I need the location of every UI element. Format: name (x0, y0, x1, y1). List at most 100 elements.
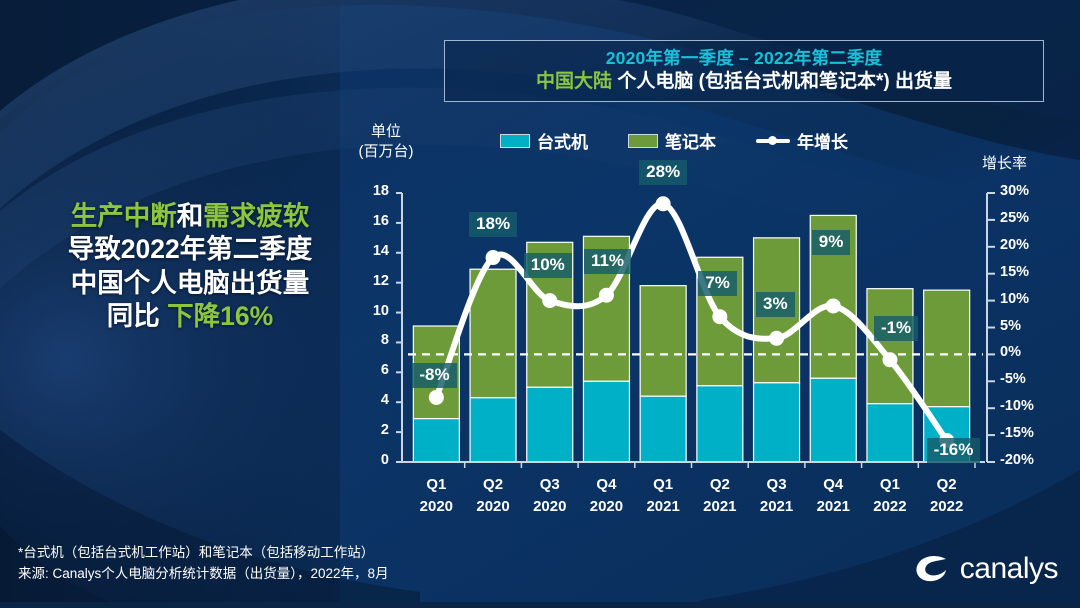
bar-desktop (526, 386, 574, 463)
x-axis-tick-label: Q2 2021 (703, 476, 737, 515)
legend-line-growth-icon (756, 134, 790, 148)
chart-legend: 台式机 笔记本 年增长 (500, 128, 848, 153)
x-axis-tick-label: Q4 2021 (816, 476, 850, 515)
bar-desktop (639, 395, 687, 463)
legend-item-desktop[interactable]: 台式机 (500, 128, 588, 153)
growth-value-label: 18% (469, 211, 518, 237)
axis-lines (396, 192, 995, 468)
bar-desktop (412, 418, 460, 463)
legend-swatch-notebook-icon (628, 133, 658, 148)
y-axis-tick: 2 (380, 422, 389, 439)
headline-line4-prefix: 同比 (106, 301, 168, 332)
x-axis-tick-label: Q3 2020 (533, 476, 567, 515)
bar-desktop (469, 397, 517, 463)
x-axis-tick-label: Q1 2022 (873, 476, 907, 515)
growth-value-label: 10% (523, 252, 572, 278)
bar-desktop (696, 385, 744, 463)
chart-title-line2: 中国大陆 个人电脑 (包括台式机和笔记本*) 出货量 (536, 70, 952, 95)
y2-axis-tick: -20% (1000, 452, 1034, 468)
y-axis-tick: 8 (380, 332, 389, 349)
legend-label-desktop: 台式机 (537, 133, 588, 152)
y-axis-unit-line2: (百万台) (358, 143, 414, 161)
footnote-line2: 来源: Canalys个人电脑分析统计数据（出货量），2022年，8月 (18, 565, 389, 581)
growth-line-marker (712, 309, 728, 325)
bar-desktop (866, 403, 914, 463)
growth-line-marker (882, 352, 898, 368)
x-axis-tick-label: Q2 2022 (929, 476, 964, 515)
y2-axis-tick: 5% (1000, 317, 1021, 334)
growth-line-path (433, 200, 950, 444)
headline-seg2: 和 (176, 201, 204, 231)
y2-axis-tick: 15% (1000, 263, 1030, 280)
x-axis-tick-label: Q4 2020 (589, 476, 624, 515)
y2-axis-tick: -15% (1000, 425, 1034, 442)
bar-desktop (809, 377, 857, 463)
canalys-mark-icon (916, 556, 946, 582)
bar-desktop (582, 380, 631, 463)
chart-title-box: 2020年第一季度 – 2022年第二季度 中国大陆 个人电脑 (包括台式机和笔… (444, 40, 1044, 102)
y-axis-tick: 18 (372, 183, 389, 199)
legend-swatch-desktop-icon (500, 133, 530, 148)
legend-item-growth[interactable]: 年增长 (756, 128, 848, 153)
legend-label-growth: 年增长 (797, 133, 848, 152)
legend-item-notebook[interactable]: 笔记本 (628, 128, 716, 153)
canalys-wordmark: canalys (959, 552, 1059, 585)
headline-seg3: 需求疲软 (203, 201, 310, 231)
chart-title-line1: 2020年第一季度 – 2022年第二季度 (605, 47, 883, 68)
growth-value-label: 28% (639, 159, 688, 185)
growth-value-label: -8% (412, 363, 457, 389)
growth-line-marker (542, 293, 558, 309)
footnote: *台式机（包括台式机工作站）和笔记本（包括移动工作站） 来源: Canalys个… (18, 543, 389, 585)
legend-label-notebook: 笔记本 (665, 133, 716, 152)
headline-line4: 同比 下降16% (10, 300, 370, 333)
growth-line-marker (598, 287, 614, 303)
headline-line4-highlight: 下降16% (167, 301, 274, 332)
headline-line3: 中国个人电脑出货量 (70, 267, 310, 298)
growth-value-label: -16% (926, 438, 981, 464)
y2-axis-tick: -10% (1000, 398, 1034, 415)
bar-notebook (923, 289, 971, 408)
growth-line-marker (428, 389, 444, 405)
y-axis-unit-line1: 单位 (370, 123, 401, 140)
growth-line-marker (485, 250, 501, 266)
chart-title-line2-rest: 个人电脑 (包括台式机和笔记本*) 出货量 (612, 70, 952, 92)
canalys-logo: canalys (913, 552, 1059, 586)
y-axis-tick: 0 (380, 452, 389, 468)
bar-notebook (469, 268, 517, 399)
y-axis-tick: 14 (372, 242, 389, 259)
bar-notebook (639, 285, 687, 397)
y-axis-tick: 6 (380, 362, 389, 379)
y-axis-tick: 16 (372, 212, 389, 229)
x-axis-tick-label: Q1 2020 (419, 476, 454, 515)
headline-line2: 导致2022年第二季度 (67, 234, 313, 265)
headline-text: 生产中断和需求疲软 导致2022年第二季度 中国个人电脑出货量 同比 下降16% (10, 200, 370, 334)
y2-axis-tick: 20% (1000, 236, 1030, 253)
growth-line-marker (825, 298, 841, 314)
x-axis-tick-label: Q3 2021 (759, 476, 794, 515)
growth-value-label: 11% (583, 249, 632, 275)
chart-title-region: 中国大陆 (536, 70, 613, 92)
growth-value-label: 7% (698, 270, 737, 296)
y2-axis-tick: 10% (1000, 290, 1030, 307)
y-axis-tick: 4 (380, 392, 389, 409)
y-axis-unit-label: 单位 (百万台) (340, 122, 432, 163)
y-axis-tick: 10 (372, 302, 389, 319)
bar-desktop (752, 382, 801, 463)
x-axis-tick-label: Q1 2021 (646, 476, 680, 515)
y2-axis-tick: 25% (1000, 209, 1030, 226)
bar-notebook (866, 288, 914, 405)
growth-line-marker (655, 196, 671, 212)
headline-seg1: 生产中断 (70, 201, 177, 231)
growth-value-label: -1% (873, 315, 919, 341)
growth-value-label: 9% (811, 229, 851, 255)
y-axis-tick: 12 (372, 272, 389, 289)
headline-line1: 生产中断和需求疲软 (10, 200, 370, 233)
bottom-bar (0, 602, 1080, 608)
y2-axis-tick: 30% (1000, 183, 1030, 199)
x-axis-tick-label: Q2 2020 (476, 476, 510, 515)
footnote-line1: *台式机（包括台式机工作站）和笔记本（包括移动工作站） (18, 545, 375, 560)
growth-line-marker (769, 330, 785, 346)
y2-axis-tick: -5% (1000, 371, 1026, 388)
y2-axis-label: 增长率 (982, 155, 1028, 172)
y2-axis-tick: 0% (1000, 344, 1021, 361)
